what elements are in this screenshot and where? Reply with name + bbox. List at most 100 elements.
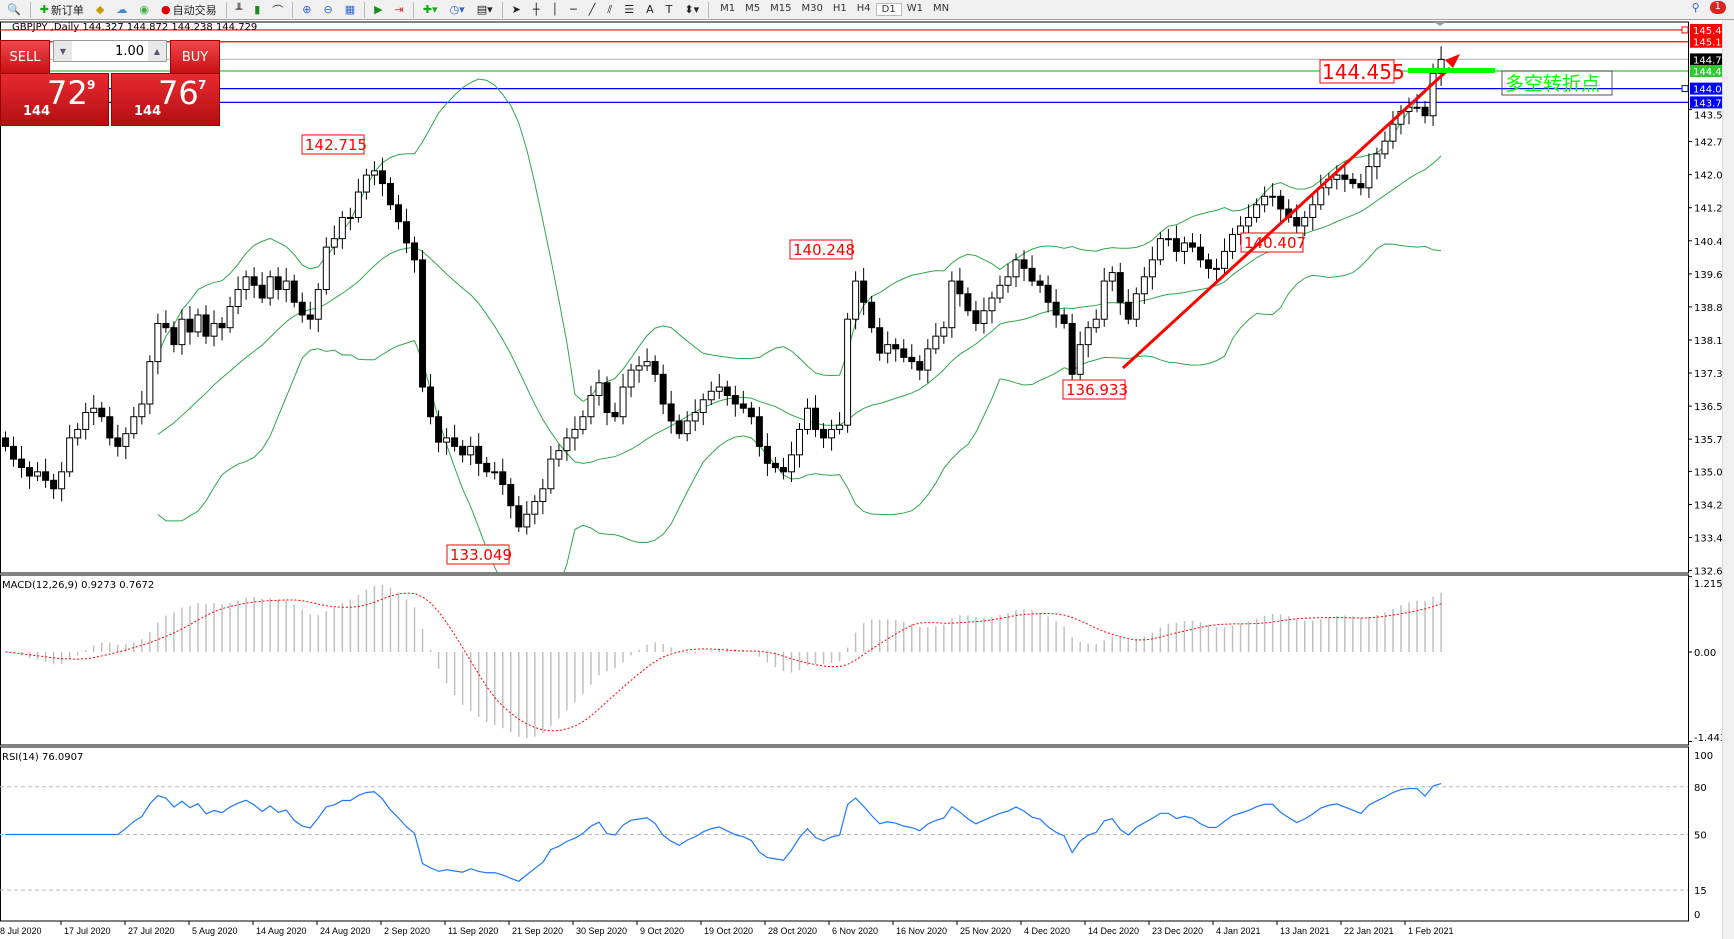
sell-price[interactable]: 144 72 9 <box>0 73 109 126</box>
candle-body <box>868 301 876 329</box>
search-icon[interactable]: ⚲ <box>1691 1 1700 14</box>
zoom-out-icon[interactable]: ⊖ <box>323 3 333 16</box>
vertical-line-icon[interactable]: │ <box>551 3 559 16</box>
candle <box>330 225 338 255</box>
date-label: 2 Sep 2020 <box>384 926 430 936</box>
timeframe-h1[interactable]: H1 <box>832 3 847 14</box>
chart-shift-icon[interactable]: ⇥ <box>394 3 404 16</box>
bar-chart-icon[interactable]: ╨ <box>235 3 243 16</box>
fibonacci-icon[interactable]: ☰ <box>624 3 635 16</box>
candle-body <box>980 310 988 324</box>
decrease-lot-icon[interactable]: ▼ <box>54 41 72 61</box>
candle <box>370 161 378 186</box>
candle-body <box>411 242 419 261</box>
candle <box>394 195 402 230</box>
candle <box>1277 189 1285 222</box>
date-label: 4 Jan 2021 <box>1216 926 1261 936</box>
candle-body <box>739 403 747 409</box>
candle <box>282 267 290 303</box>
candle-body <box>1188 242 1196 248</box>
candle <box>844 312 852 433</box>
horizontal-line-icon[interactable]: ─ <box>570 3 577 16</box>
signal-icon[interactable]: ◉ <box>139 3 149 16</box>
vertical-scrollbar[interactable] <box>1722 20 1734 939</box>
candle <box>354 178 362 223</box>
candle <box>18 445 26 478</box>
candle <box>1172 225 1180 262</box>
templates-icon[interactable]: ▤▾ <box>476 3 493 16</box>
candle-body <box>1389 123 1397 142</box>
date-label: 9 Oct 2020 <box>640 926 684 936</box>
candlestick-icon[interactable]: ▮ <box>254 3 261 16</box>
candle <box>892 338 900 362</box>
notification-badge[interactable]: 1 <box>1709 1 1726 14</box>
price-axis-label: 135.010 <box>1694 467 1722 478</box>
line-chart-icon[interactable]: ⌒ <box>272 3 284 17</box>
candle <box>1188 233 1196 253</box>
timeframe-m1[interactable]: M1 <box>720 3 736 14</box>
timeframe-m30[interactable]: M30 <box>801 3 823 14</box>
zoom-in-icon[interactable]: ⊕ <box>302 3 312 16</box>
candle-body <box>1269 195 1277 198</box>
new-order-button[interactable]: ✚ 新订单 <box>37 1 87 19</box>
price-axis-label: 137.330 <box>1694 369 1722 380</box>
timeframe-w1[interactable]: W1 <box>906 3 923 14</box>
candle-body <box>146 361 154 405</box>
lot-size-stepper[interactable]: ▼ 1.00 ▲ <box>53 40 167 62</box>
bollinger-middle-band <box>157 155 1442 464</box>
auto-trading-button[interactable]: ● 自动交易 <box>158 1 220 19</box>
candle <box>499 458 507 495</box>
candle <box>988 291 996 324</box>
trendline-icon[interactable]: ╱ <box>588 3 596 16</box>
candle <box>66 424 74 477</box>
candle <box>1309 195 1317 231</box>
price-annotation-box <box>301 134 365 155</box>
candle-body <box>1301 216 1309 227</box>
increase-lot-icon[interactable]: ▲ <box>148 41 166 61</box>
date-label: 11 Sep 2020 <box>448 926 498 936</box>
candle <box>1357 173 1365 196</box>
lot-size-input[interactable]: 1.00 <box>115 43 144 59</box>
cursor-icon[interactable]: ➤ <box>511 3 521 16</box>
candle <box>723 380 731 406</box>
text-icon[interactable]: A <box>646 3 654 16</box>
equidistant-channel-icon[interactable]: ⫽ <box>607 2 613 16</box>
candle-body <box>154 322 162 363</box>
candle <box>58 462 66 502</box>
buy-price[interactable]: 144 76 7 <box>111 73 220 126</box>
timeframe-d1[interactable]: D1 <box>875 3 902 16</box>
buy-button[interactable]: BUY <box>170 40 220 74</box>
candle-body <box>884 344 892 354</box>
sell-button[interactable]: SELL <box>0 40 50 74</box>
candle-body <box>451 437 459 447</box>
indicators-icon[interactable]: ✚▾ <box>422 3 438 16</box>
date-label: 24 Aug 2020 <box>320 926 371 936</box>
timeframe-m15[interactable]: M15 <box>770 3 792 14</box>
periods-icon[interactable]: ◷▾ <box>449 3 465 16</box>
divider <box>364 1 366 18</box>
crosshair-icon[interactable]: ┼ <box>532 3 540 16</box>
market-watch-icon[interactable]: ◆ <box>95 3 105 16</box>
candle <box>1317 174 1325 210</box>
arrows-icon[interactable]: ⬍▾ <box>684 3 700 16</box>
candle <box>218 317 226 341</box>
timeframe-m5[interactable]: M5 <box>745 3 761 14</box>
text-label-icon[interactable]: T <box>665 3 673 16</box>
candle <box>451 424 459 452</box>
candle <box>1140 267 1148 304</box>
zoom-icon[interactable]: 🔍 <box>7 3 21 16</box>
rsi-axis-label: 100 <box>1694 751 1713 762</box>
candle <box>483 456 491 477</box>
candle <box>1421 100 1429 124</box>
navigator-icon[interactable]: ☁ <box>116 3 128 16</box>
candle <box>1180 236 1188 265</box>
chart-canvas[interactable]: 143.550 142.790 142.010 141.230 140.450 139.6… <box>0 20 1722 939</box>
price-annotation: 140.407 <box>1244 234 1306 252</box>
autoscroll-icon[interactable]: ▶ <box>374 3 383 16</box>
timeframe-h4[interactable]: H4 <box>856 3 871 14</box>
buy-price-pips: 76 <box>158 74 199 112</box>
timeframe-mn[interactable]: MN <box>932 3 950 14</box>
date-label: 19 Oct 2020 <box>704 926 753 936</box>
tile-windows-icon[interactable]: ▦ <box>344 3 356 16</box>
price-annotation-box <box>446 544 510 565</box>
